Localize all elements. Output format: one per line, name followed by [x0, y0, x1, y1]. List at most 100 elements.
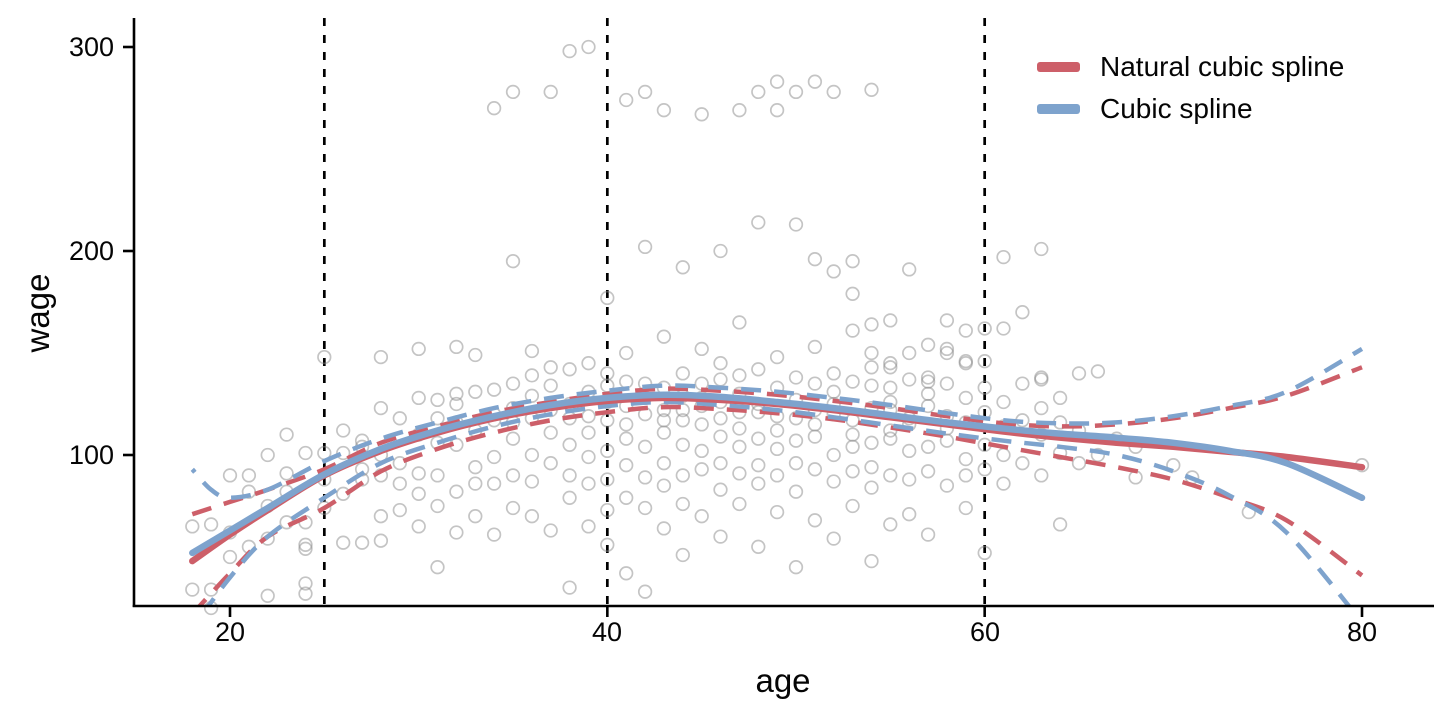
data-point [883, 313, 898, 328]
data-point [411, 390, 426, 406]
data-point [486, 449, 502, 465]
data-point [411, 486, 426, 501]
data-point [1052, 517, 1068, 532]
data-point [600, 537, 615, 552]
data-point [562, 468, 577, 483]
data-point [807, 252, 823, 267]
data-point [939, 341, 955, 357]
data-point [713, 529, 728, 544]
data-point [788, 433, 804, 448]
data-point [619, 490, 634, 505]
data-point [260, 447, 275, 463]
data-point [411, 466, 426, 481]
data-point [185, 519, 200, 534]
data-point [1034, 400, 1049, 416]
data-point [732, 315, 747, 330]
data-point [1071, 366, 1087, 381]
cubic-spline-curve [189, 391, 1366, 557]
data-point [883, 360, 898, 375]
data-point [619, 566, 634, 581]
data-point [826, 531, 841, 546]
data-point [430, 411, 445, 426]
data-point [788, 217, 804, 232]
data-point [845, 254, 860, 269]
data-point [1052, 390, 1068, 406]
data-point [637, 470, 653, 485]
data-point [807, 513, 823, 528]
data-point [392, 502, 407, 518]
data-point [713, 243, 728, 259]
data-point [751, 539, 766, 554]
data-point [939, 313, 955, 328]
data-point [920, 439, 936, 454]
data-point [1034, 468, 1049, 483]
data-point [902, 443, 917, 459]
y-axis-title: wage [19, 273, 56, 353]
data-point [656, 478, 672, 493]
data-point [1015, 456, 1030, 471]
data-point [619, 431, 634, 446]
data-point [185, 582, 200, 597]
data-point [977, 545, 992, 561]
data-point [732, 368, 747, 383]
data-point [939, 376, 955, 391]
data-point [864, 378, 879, 393]
data-point [675, 260, 690, 275]
data-point [883, 431, 898, 446]
data-point [807, 376, 823, 391]
data-point [769, 441, 785, 457]
legend-key-natural-cubic-spline [1037, 62, 1080, 72]
data-point [864, 317, 879, 332]
data-point [996, 447, 1011, 463]
data-point [600, 443, 615, 459]
data-point [675, 437, 690, 452]
data-point [769, 468, 785, 483]
data-point [958, 500, 973, 516]
data-point [751, 476, 766, 491]
data-point [317, 349, 332, 365]
data-point [543, 425, 558, 440]
data-point [656, 413, 672, 428]
data-point [977, 380, 992, 395]
data-point [486, 527, 502, 542]
spline-curves [189, 346, 1366, 606]
data-point [430, 392, 445, 408]
legend-item-cubic-spline: Cubic spline [1037, 95, 1344, 123]
data-point [845, 498, 860, 514]
data-point [769, 103, 785, 118]
data-point [694, 443, 709, 459]
data-point [845, 323, 860, 338]
data-point [1015, 376, 1030, 391]
data-point [788, 84, 804, 100]
data-point [826, 84, 841, 100]
legend-label: Natural cubic spline [1100, 51, 1345, 82]
data-point [260, 588, 275, 603]
data-point [920, 337, 936, 352]
data-point [373, 533, 389, 548]
data-point [581, 356, 596, 371]
data-point [637, 584, 653, 599]
data-point [656, 103, 672, 118]
data-point [524, 474, 540, 489]
data-point [826, 366, 841, 381]
data-point [581, 476, 596, 491]
data-point [1090, 447, 1106, 463]
data-point [505, 254, 521, 269]
legend-item-natural-cubic-spline: Natural cubic spline [1037, 53, 1344, 81]
data-point [864, 553, 879, 569]
data-point [524, 343, 540, 359]
data-point [902, 345, 917, 361]
data-point [751, 215, 766, 230]
data-point [1071, 456, 1087, 471]
data-point [694, 341, 709, 357]
data-point [392, 476, 407, 491]
data-point [505, 431, 521, 446]
data-point [694, 509, 709, 524]
y-tick-label-200: 200 [68, 236, 114, 266]
x-tick-label-40: 40 [591, 617, 623, 647]
data-point [449, 339, 464, 355]
data-point [977, 354, 992, 369]
data-point [656, 329, 672, 344]
data-point [675, 496, 690, 512]
